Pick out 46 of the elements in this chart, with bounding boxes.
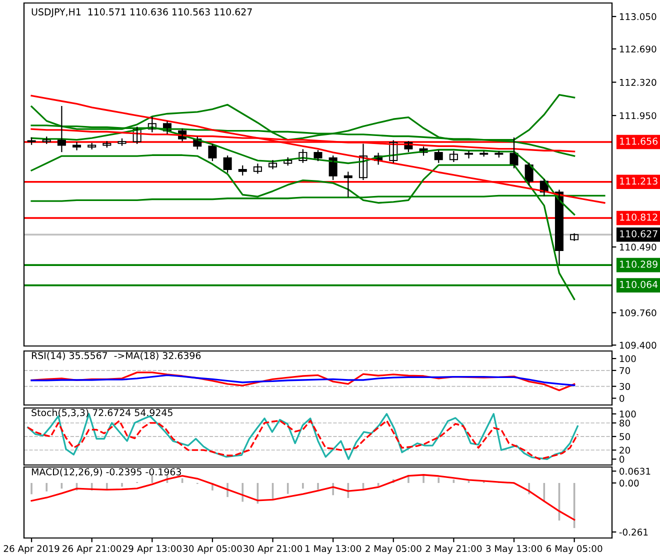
- ref-line-label: 110.289: [620, 260, 658, 268]
- y-tick-label: 80: [620, 420, 630, 427]
- text: USDJPY,H1 110.571 110.636 110.563 110.627: [32, 8, 252, 18]
- ref-line-label: 110.064: [620, 280, 658, 288]
- ref-line-label: 110.812: [620, 214, 658, 221]
- x-tick-label: 3 May 13:00: [486, 545, 542, 554]
- y-tick-label: 109.760: [620, 309, 656, 316]
- y-tick-label: 100: [620, 355, 636, 362]
- x-tick-label: 2 May 21:00: [426, 545, 482, 554]
- ref-line-label: 111.656: [620, 138, 658, 145]
- y-tick-label: 112.690: [620, 46, 656, 53]
- line-series: [30, 372, 576, 392]
- y-tick-label: 50: [620, 433, 630, 440]
- y-tick-label: 111.950: [620, 112, 656, 120]
- y-tick-label: 0.00: [620, 480, 639, 487]
- x-tick-label: 26 Apr 2019: [4, 545, 60, 554]
- candlestick: [314, 150, 322, 162]
- chart-title: RSI(14) 35.5567 ->MA(18) 32.6396: [32, 352, 201, 360]
- y-tick-label: 110.490: [620, 244, 656, 251]
- y-tick-label: 0.0631: [620, 468, 650, 475]
- y-tick-label: 70: [620, 367, 630, 374]
- candlestick: [118, 138, 126, 146]
- candlestick: [238, 165, 247, 176]
- x-tick-label: 30 Apr 05:00: [183, 545, 242, 554]
- y-tick-label: -0.261: [619, 528, 648, 536]
- candlestick: [570, 233, 579, 241]
- ref-line-label: 111.213: [620, 177, 658, 185]
- x-tick-label: 29 Apr 13:00: [122, 545, 182, 554]
- x-tick-label: 1 May 13:00: [306, 545, 361, 554]
- y-tick-label: 30: [620, 383, 630, 390]
- x-tick-label: 2 May 05:00: [366, 545, 422, 554]
- candlestick: [253, 164, 262, 174]
- line-series: [30, 374, 576, 386]
- chart-title: MACD(12,26,9) -0.2395 -0.1963: [32, 468, 181, 476]
- chart-title: Stoch(5,3,3) 72.6724 54.9245: [32, 408, 172, 418]
- y-tick-label: 113.050: [620, 13, 656, 20]
- x-tick-label: 26 Apr 21:00: [62, 545, 122, 554]
- ref-line-label: 110.627: [620, 230, 658, 238]
- y-tick-label: 0: [620, 456, 624, 463]
- x-tick-label: 30 Apr 21:00: [244, 545, 302, 554]
- y-tick-label: 109.400: [620, 342, 656, 349]
- y-tick-label: 20: [620, 446, 630, 454]
- y-tick-label: 100: [620, 410, 636, 418]
- y-tick-label: 0: [620, 394, 624, 402]
- x-tick-label: 6 May 05:00: [546, 545, 602, 554]
- y-tick-label: 112.320: [620, 78, 656, 86]
